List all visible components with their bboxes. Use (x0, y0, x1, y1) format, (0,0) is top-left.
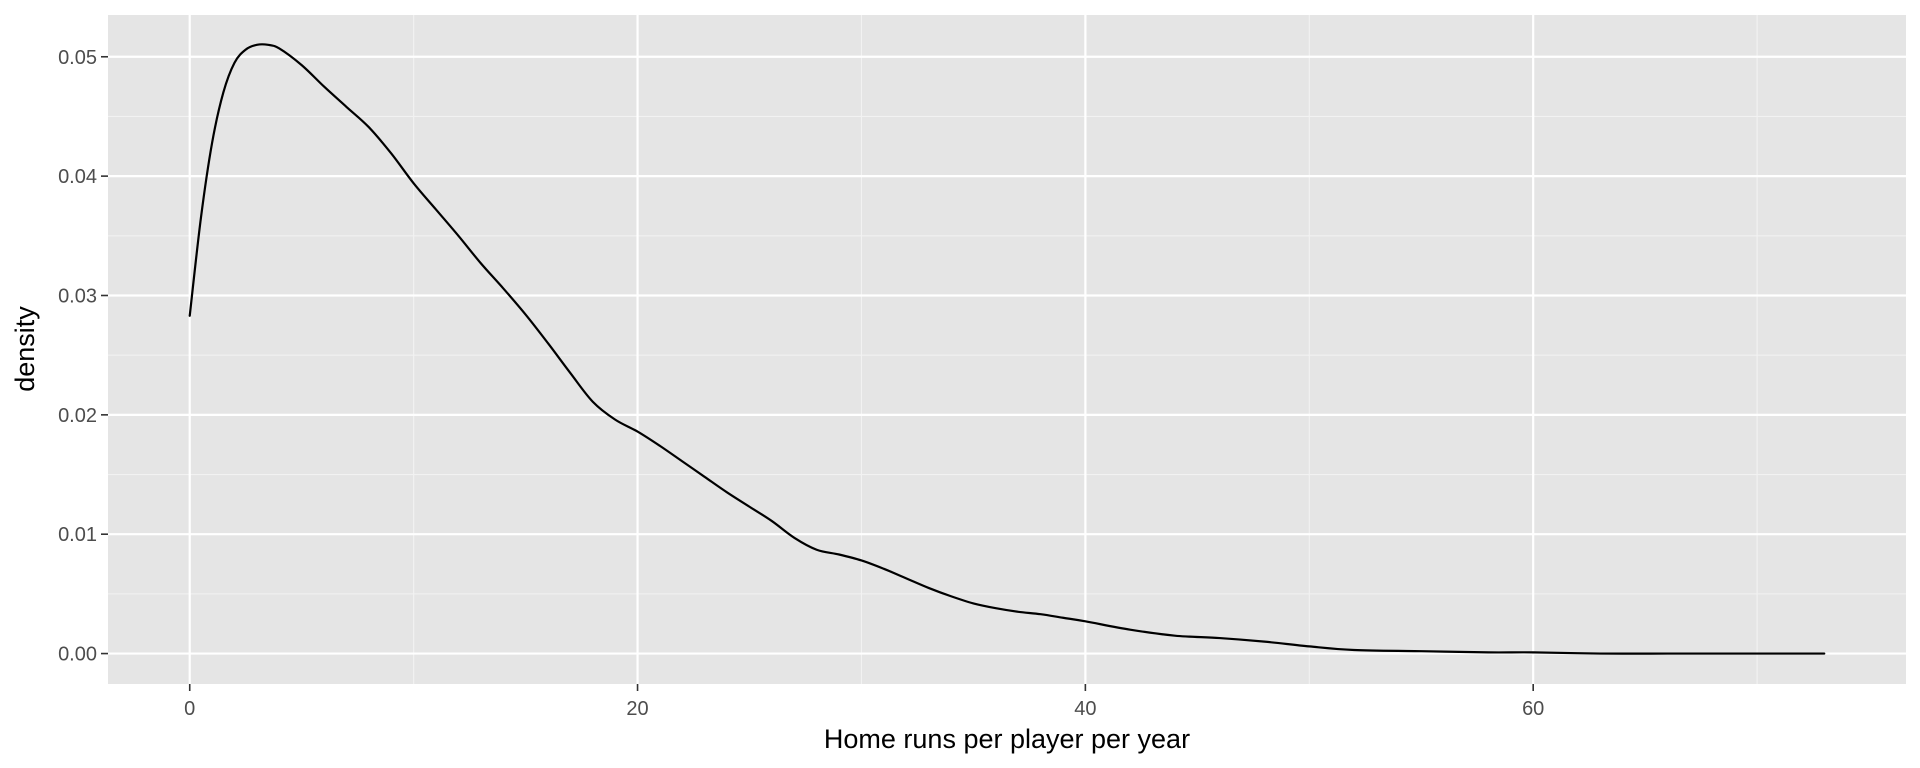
x-tick-label: 0 (184, 698, 195, 720)
plot-panel-background (108, 15, 1906, 684)
x-tick-label: 60 (1522, 698, 1544, 720)
x-axis: 0 20 40 60 (184, 684, 1544, 720)
y-axis: 0.00 0.01 0.02 0.03 0.04 0.05 (58, 47, 108, 666)
density-curve (188, 43, 1826, 655)
x-tick-label: 20 (626, 698, 648, 720)
y-tick-label: 0.01 (58, 524, 97, 546)
y-tick-label: 0.00 (58, 644, 97, 666)
series-layer (188, 43, 1826, 655)
x-axis-title: Home runs per player per year (824, 724, 1190, 754)
minor-gridlines (108, 15, 1906, 684)
y-tick-label: 0.03 (58, 285, 97, 307)
x-tick-label: 40 (1074, 698, 1096, 720)
y-axis-title: density (10, 306, 40, 392)
y-tick-label: 0.04 (58, 166, 97, 188)
y-tick-label: 0.05 (58, 47, 97, 69)
y-tick-label: 0.02 (58, 405, 97, 427)
